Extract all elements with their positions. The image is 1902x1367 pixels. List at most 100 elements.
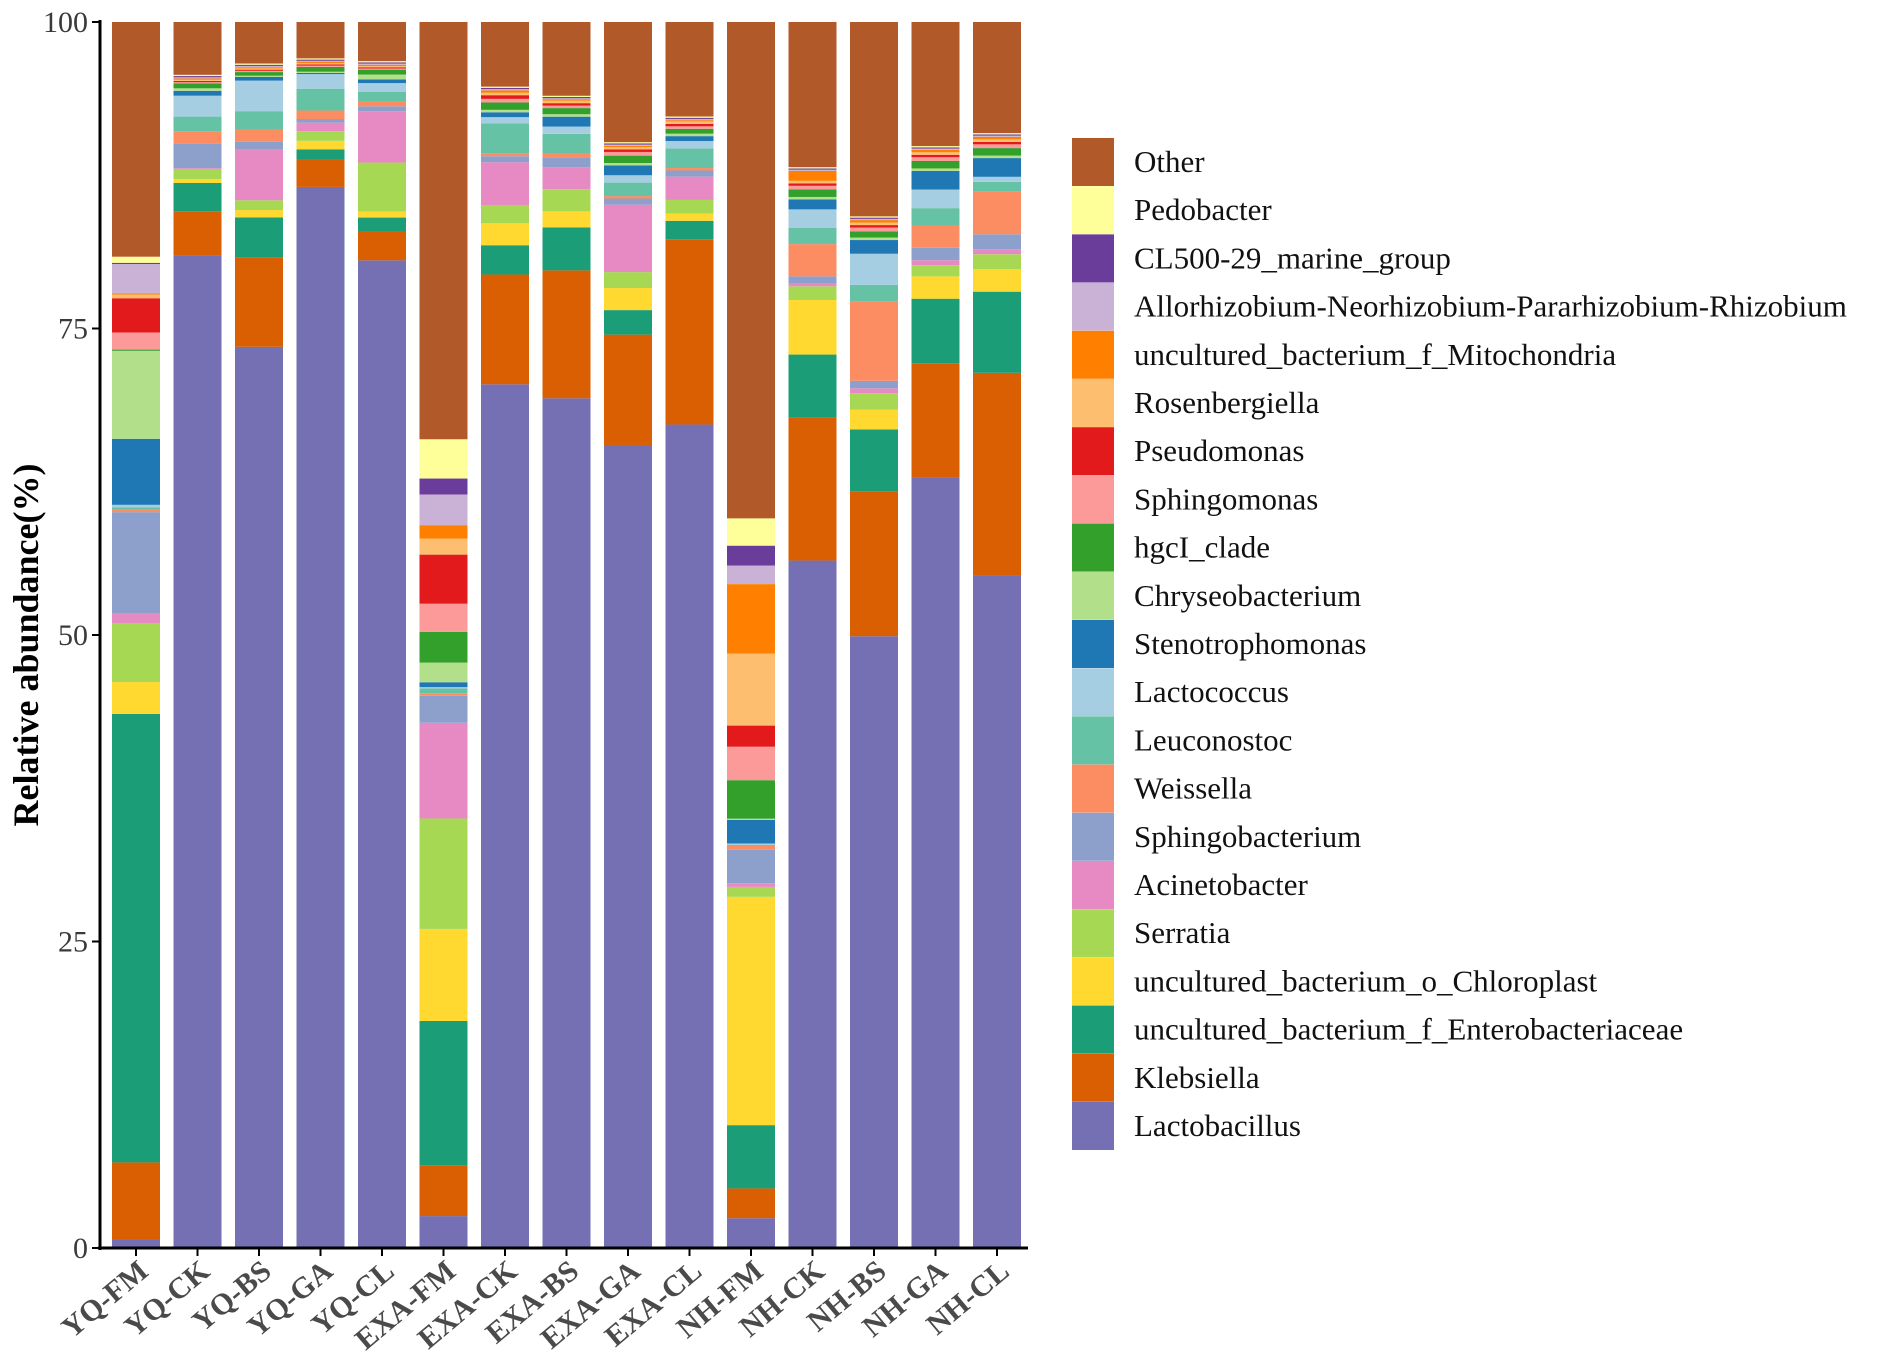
bar-segment-pedobacter bbox=[358, 61, 406, 63]
bar-segment-lactococcus bbox=[296, 74, 345, 89]
bar-segment-sphingomonas bbox=[604, 151, 652, 156]
bar-column-yq-bs bbox=[235, 22, 283, 1248]
bar-segment-weissella bbox=[911, 225, 960, 248]
y-tick-label: 100 bbox=[43, 6, 88, 39]
legend-swatch bbox=[1072, 475, 1114, 524]
legend-item: uncultured_bacterium_o_Chloroplast bbox=[1072, 957, 1598, 1006]
legend-label: Pseudomonas bbox=[1134, 433, 1305, 468]
bar-segment-weissella bbox=[604, 196, 652, 199]
bar-segment-lactococcus bbox=[727, 843, 775, 845]
bar-segment-hgci-clade bbox=[296, 66, 345, 72]
bar-segment-other bbox=[973, 22, 1021, 134]
bar-segment-lactobacillus bbox=[173, 255, 222, 1248]
bar-segment-cl500-29-marine-group bbox=[973, 134, 1021, 136]
legend-label: Pedobacter bbox=[1134, 192, 1272, 227]
bar-segment-sphingobacterium bbox=[788, 276, 837, 284]
bar-column-nh-ga bbox=[911, 22, 960, 1248]
bar-segment-uncultured-bacterium-f-mitochondria bbox=[788, 170, 837, 181]
bar-segment-lactobacillus bbox=[788, 560, 837, 1248]
bar-segment-acinetobacter bbox=[542, 167, 591, 190]
bar-segment-chryseobacterium bbox=[173, 88, 222, 91]
bar-segment-uncultured-bacterium-o-chloroplast bbox=[296, 140, 345, 150]
bar-segment-uncultured-bacterium-f-enterobacteriaceae bbox=[481, 245, 529, 275]
bar-segment-other bbox=[665, 22, 714, 117]
bar-segment-klebsiella bbox=[604, 334, 652, 445]
bar-segment-cl500-29-marine-group bbox=[358, 62, 406, 64]
bar-segment-stenotrophomonas bbox=[604, 165, 652, 176]
bar-column-exa-ck bbox=[481, 22, 529, 1248]
bar-column-yq-cl bbox=[358, 22, 406, 1249]
bar-segment-hgci-clade bbox=[173, 83, 222, 89]
bar-segment-uncultured-bacterium-o-chloroplast bbox=[419, 928, 468, 1021]
bar-segment-weissella bbox=[665, 168, 714, 171]
bar-segment-sphingobacterium bbox=[604, 198, 652, 205]
bar-segment-uncultured-bacterium-o-chloroplast bbox=[358, 211, 406, 218]
bar-segment-hgci-clade bbox=[604, 155, 652, 163]
bar-segment-klebsiella bbox=[173, 211, 222, 256]
bar-segment-chryseobacterium bbox=[911, 168, 960, 171]
bar-segment-sphingomonas bbox=[235, 70, 283, 73]
bar-segment-weissella bbox=[481, 153, 529, 157]
legend-swatch bbox=[1072, 620, 1114, 668]
legend-swatch bbox=[1072, 282, 1114, 331]
bar-segment-weissella bbox=[112, 509, 160, 513]
bar-segment-sphingobacterium bbox=[973, 234, 1021, 250]
bar-segment-leuconostoc bbox=[235, 111, 283, 130]
bar-segment-sphingobacterium bbox=[542, 157, 591, 168]
bar-column-nh-fm bbox=[727, 22, 775, 1248]
bar-segment-pseudomonas bbox=[419, 554, 468, 604]
bar-segment-sphingobacterium bbox=[173, 143, 222, 169]
bars-layer bbox=[112, 22, 1021, 1249]
legend-label: Rosenbergiella bbox=[1134, 385, 1320, 420]
bar-segment-stenotrophomonas bbox=[973, 158, 1021, 177]
bar-segment-chryseobacterium bbox=[235, 75, 283, 77]
bar-segment-stenotrophomonas bbox=[911, 170, 960, 190]
legend-swatch bbox=[1072, 812, 1114, 861]
bar-segment-acinetobacter bbox=[235, 149, 283, 201]
bar-column-nh-cl bbox=[973, 22, 1021, 1248]
bar-segment-cl500-29-marine-group bbox=[542, 97, 591, 99]
bar-segment-acinetobacter bbox=[481, 162, 529, 205]
bar-segment-sphingomonas bbox=[481, 98, 529, 103]
bar-column-yq-fm bbox=[112, 22, 160, 1248]
bar-segment-serratia bbox=[112, 623, 160, 683]
bar-segment-chryseobacterium bbox=[973, 155, 1021, 159]
bar-segment-leuconostoc bbox=[973, 181, 1021, 192]
bar-segment-uncultured-bacterium-f-mitochondria bbox=[112, 293, 160, 295]
bar-segment-acinetobacter bbox=[173, 168, 222, 170]
bar-segment-leuconostoc bbox=[727, 844, 775, 846]
bar-segment-allorhizobium-neorhizobium-pararhizobium-rhizobium bbox=[788, 169, 837, 171]
bar-segment-hgci-clade bbox=[542, 108, 591, 115]
bar-column-yq-ck bbox=[173, 22, 222, 1248]
bar-segment-klebsiella bbox=[542, 270, 591, 399]
bar-segment-acinetobacter bbox=[788, 283, 837, 287]
bar-segment-other bbox=[788, 22, 837, 168]
bar-segment-rosenbergiella bbox=[788, 180, 837, 184]
bar-segment-chryseobacterium bbox=[112, 350, 160, 439]
bar-segment-leuconostoc bbox=[665, 148, 714, 169]
legend-item: Rosenbergiella bbox=[1072, 379, 1320, 427]
bar-segment-klebsiella bbox=[296, 159, 345, 187]
bar-segment-acinetobacter bbox=[973, 249, 1021, 255]
bar-column-exa-cl bbox=[665, 22, 714, 1248]
bar-segment-uncultured-bacterium-f-mitochondria bbox=[911, 149, 960, 153]
bar-segment-hgci-clade bbox=[481, 102, 529, 110]
bar-segment-cl500-29-marine-group bbox=[235, 64, 283, 66]
legend-label: uncultured_bacterium_f_Mitochondria bbox=[1134, 337, 1616, 372]
bar-segment-klebsiella bbox=[419, 1165, 468, 1217]
bar-segment-uncultured-bacterium-o-chloroplast bbox=[911, 276, 960, 299]
legend-swatch bbox=[1072, 330, 1114, 379]
bar-segment-weissella bbox=[419, 693, 468, 696]
bar-segment-hgci-clade bbox=[911, 160, 960, 169]
legend-label: Allorhizobium-Neorhizobium-Pararhizobium… bbox=[1134, 289, 1847, 324]
bar-segment-allorhizobium-neorhizobium-pararhizobium-rhizobium bbox=[911, 148, 960, 150]
bar-segment-pseudomonas bbox=[911, 154, 960, 158]
bar-segment-pseudomonas bbox=[542, 103, 591, 106]
legend-swatch bbox=[1072, 186, 1114, 235]
bar-segment-serratia bbox=[727, 886, 775, 897]
bar-segment-klebsiella bbox=[911, 363, 960, 478]
bar-segment-serratia bbox=[235, 200, 283, 211]
bar-segment-lactobacillus bbox=[112, 1239, 160, 1248]
bar-segment-sphingomonas bbox=[850, 227, 898, 232]
legend-item: Acinetobacter bbox=[1072, 861, 1309, 909]
